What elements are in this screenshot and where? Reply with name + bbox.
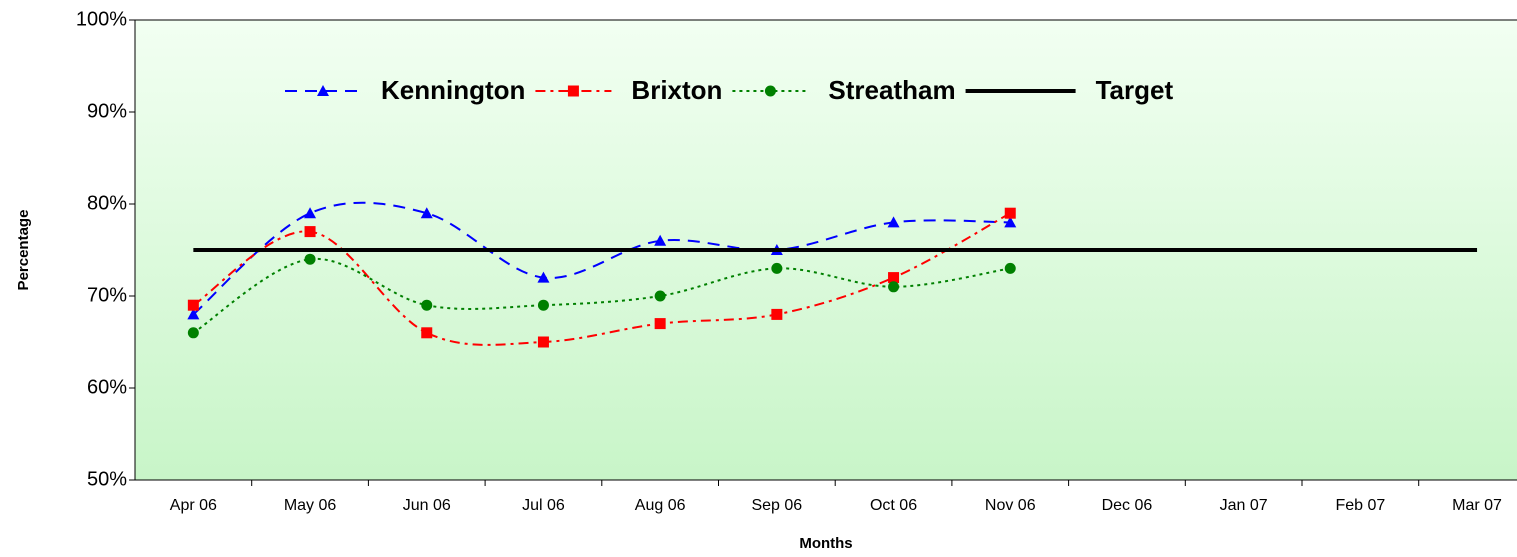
x-tick-label: Sep 06 <box>751 497 802 514</box>
marker <box>187 308 200 320</box>
marker <box>764 85 776 97</box>
marker <box>1004 207 1016 219</box>
x-tick-label: Nov 06 <box>985 497 1036 514</box>
legend-label: Brixton <box>631 75 722 105</box>
x-tick-label: Feb 07 <box>1335 497 1385 514</box>
marker <box>304 207 317 219</box>
legend-label: Target <box>1096 75 1174 105</box>
y-axis-label: Percentage <box>15 210 32 291</box>
x-tick-label: Jan 07 <box>1220 497 1268 514</box>
y-tick-label: 80% <box>87 192 127 214</box>
plot <box>187 201 1478 348</box>
marker <box>654 318 666 330</box>
marker <box>654 234 667 246</box>
marker <box>421 327 433 339</box>
marker <box>654 290 666 302</box>
y-tick-label: 100% <box>76 8 127 30</box>
marker <box>771 308 783 320</box>
x-tick-label: Dec 06 <box>1102 497 1153 514</box>
marker <box>888 281 900 293</box>
marker <box>771 262 783 274</box>
marker <box>887 216 900 228</box>
marker <box>537 271 550 283</box>
legend-label: Kennington <box>381 75 525 105</box>
series-line <box>192 257 1011 334</box>
marker <box>421 299 433 311</box>
y-tick-label: 70% <box>87 284 127 306</box>
series-line <box>192 201 1011 316</box>
marker <box>420 207 433 219</box>
marker <box>304 226 316 238</box>
x-tick-label: Mar 07 <box>1452 497 1502 514</box>
marker <box>1004 216 1017 228</box>
x-tick-label: Oct 06 <box>870 497 917 514</box>
x-tick-label: Jun 06 <box>403 497 451 514</box>
marker <box>1004 262 1016 274</box>
marker <box>187 299 199 311</box>
x-tick-label: Apr 06 <box>170 497 217 514</box>
y-tick-label: 60% <box>87 376 127 398</box>
marker <box>317 85 329 96</box>
marker <box>567 85 579 97</box>
x-tick-label: Jul 06 <box>522 497 565 514</box>
marker <box>537 336 549 348</box>
x-tick-label: May 06 <box>284 497 337 514</box>
marker <box>537 299 549 311</box>
marker <box>187 327 199 339</box>
x-axis-label: Months <box>799 535 852 552</box>
y-tick-label: 50% <box>87 468 127 490</box>
marker <box>304 253 316 265</box>
y-tick-label: 90% <box>87 100 127 122</box>
legend-label: Streatham <box>828 75 955 105</box>
x-tick-label: Aug 06 <box>635 497 686 514</box>
marker <box>888 272 900 284</box>
